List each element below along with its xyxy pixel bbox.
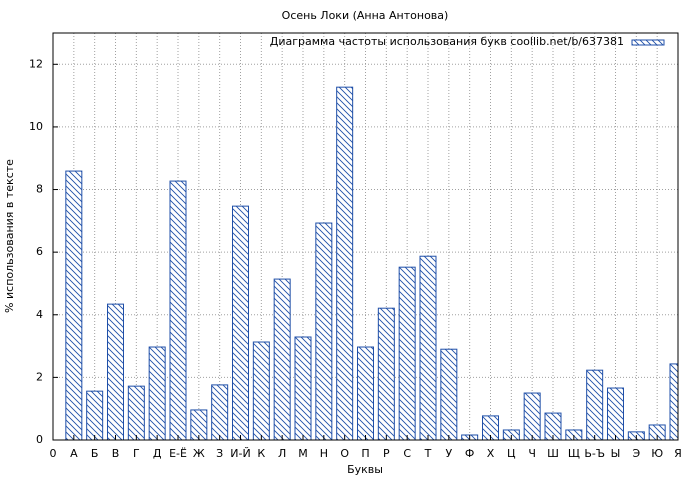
x-tick-label: Ж [193, 447, 205, 460]
x-tick-label: П [361, 447, 369, 460]
bar [607, 387, 624, 440]
x-tick-label: Щ [568, 447, 580, 460]
x-tick-label: Н [320, 447, 328, 460]
bar [107, 303, 124, 440]
x-tick-label: Е-Ё [169, 447, 187, 460]
x-tick-label: Г [133, 447, 140, 460]
bar [669, 363, 678, 440]
y-tick-label: 12 [29, 57, 43, 70]
bar [336, 86, 354, 440]
bar [211, 384, 229, 440]
x-tick-label: М [298, 447, 308, 460]
bar [523, 392, 541, 440]
bar [148, 346, 166, 440]
x-tick-label: 0 [50, 447, 57, 460]
x-tick-label: Ф [465, 447, 474, 460]
x-tick-label: Э [632, 447, 640, 460]
legend-key [631, 39, 665, 46]
x-tick-label: В [112, 447, 120, 460]
x-tick-label: И-Й [230, 447, 250, 460]
y-tick-label: 8 [36, 183, 43, 196]
y-tick-label: 4 [36, 308, 43, 321]
bar [127, 385, 145, 440]
bar [398, 266, 416, 440]
bar [169, 180, 187, 440]
bar [419, 255, 437, 440]
plot-frame [52, 32, 679, 441]
chart-title: Осень Локи (Анна Антонова) [282, 9, 449, 22]
bar [65, 170, 83, 440]
x-tick-label: Х [487, 447, 495, 460]
x-tick-label: Ц [507, 447, 516, 460]
bar [232, 205, 249, 440]
x-tick-label: Ч [528, 447, 536, 460]
x-tick-label: А [70, 447, 78, 460]
bar [648, 424, 666, 440]
x-tick-label: У [445, 447, 452, 460]
bar [252, 341, 270, 440]
x-tick-label: Ш [547, 447, 559, 460]
bar [440, 348, 458, 440]
x-tick-label: Ы [611, 447, 621, 460]
x-tick-label: К [257, 447, 265, 460]
bar [357, 346, 374, 440]
x-tick-label: Т [424, 447, 432, 460]
y-tick-label: 10 [29, 120, 43, 133]
x-tick-label: Л [278, 447, 286, 460]
y-axis-label: % использования в тексте [3, 159, 16, 313]
bars [65, 86, 678, 440]
x-tick-label: З [216, 447, 223, 460]
y-tick-label: 6 [36, 245, 43, 258]
x-tick-label: О [340, 447, 349, 460]
x-tick-label: Я [674, 447, 682, 460]
x-tick-label: Б [91, 447, 99, 460]
bar [294, 336, 312, 440]
bar [273, 278, 291, 440]
x-tick-label: Ь-Ъ [584, 447, 605, 460]
y-tick-label: 0 [36, 433, 43, 446]
x-tick-label: Ю [651, 447, 663, 460]
x-axis-label: Буквы [347, 463, 383, 476]
x-tick-label: Д [153, 447, 162, 460]
bar [586, 369, 604, 440]
y-tick-label: 2 [36, 370, 43, 383]
legend-label: Диаграмма частоты использования букв coo… [270, 35, 624, 48]
bar [377, 307, 395, 440]
x-tick-label: Р [383, 447, 390, 460]
bar [315, 222, 333, 440]
x-tick-label: С [403, 447, 411, 460]
bar [86, 390, 104, 440]
